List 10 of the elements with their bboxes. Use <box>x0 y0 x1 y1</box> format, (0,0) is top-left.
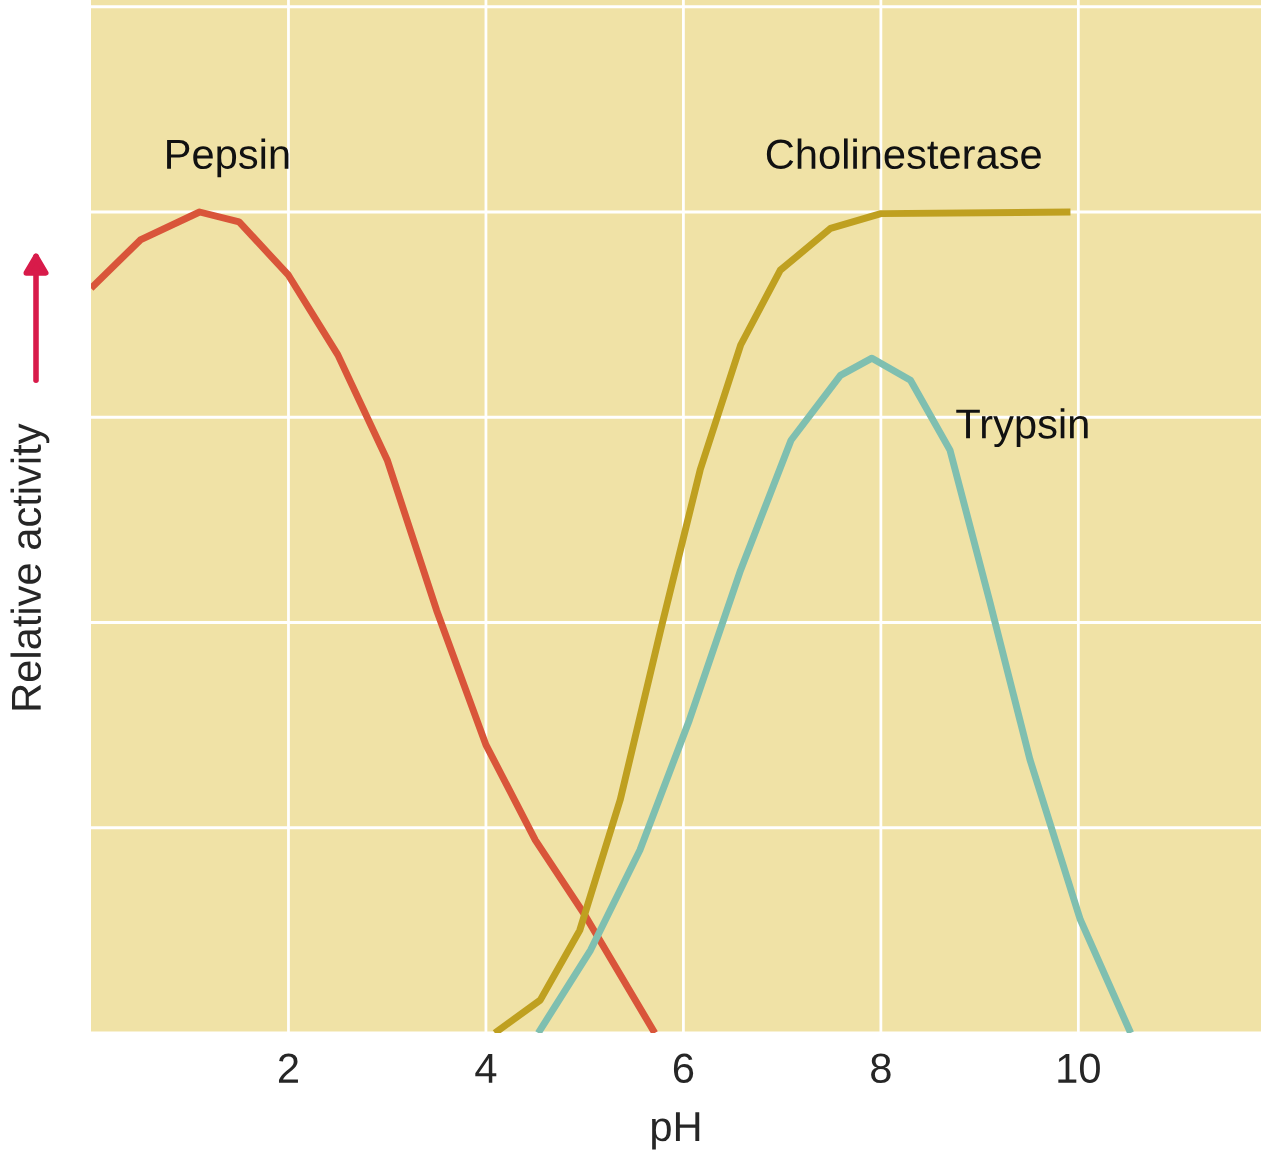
y-axis-title: Relative activity <box>10 423 50 710</box>
x-axis-title: pH <box>652 1112 700 1150</box>
series-label: Cholinesterase <box>766 138 1041 170</box>
x-tick-label: 10 <box>1058 1053 1100 1084</box>
x-tick-label: 2 <box>278 1053 298 1083</box>
series-label: Pepsin <box>167 138 289 178</box>
x-tick-label: 6 <box>673 1053 694 1084</box>
series-label: Trypsin <box>956 408 1088 447</box>
x-tick-label: 4 <box>475 1053 497 1083</box>
x-tick-label: 8 <box>871 1053 891 1084</box>
